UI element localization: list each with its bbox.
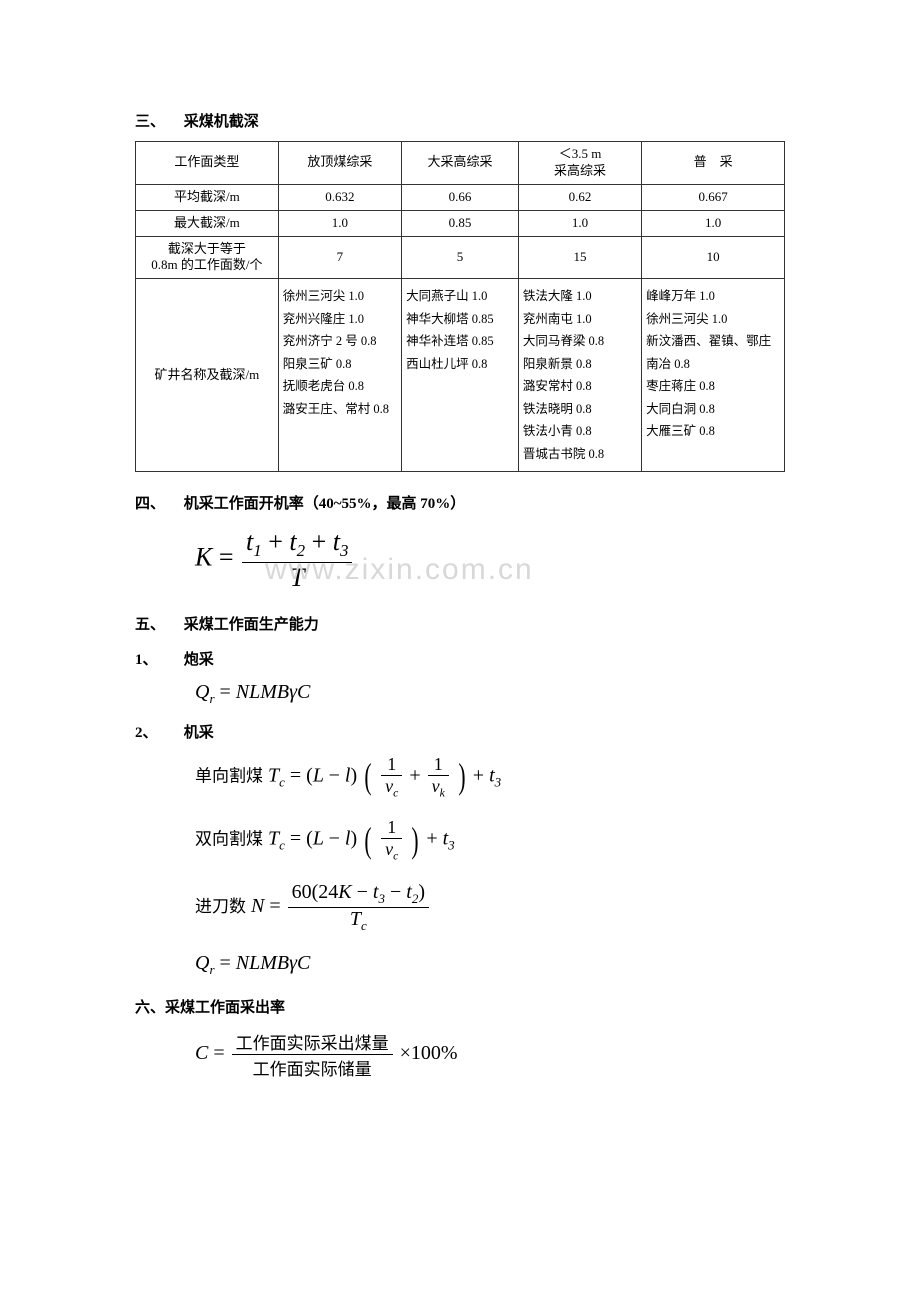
td: 0.632 xyxy=(278,184,401,210)
th: 放顶煤综采 xyxy=(278,142,401,185)
td: 15 xyxy=(518,236,641,279)
td: 0.62 xyxy=(518,184,641,210)
td: 铁法大隆 1.0 兖州南屯 1.0 大同马脊梁 0.8 阳泉新景 0.8 潞安常… xyxy=(518,279,641,472)
th: 工作面类型 xyxy=(136,142,279,185)
td: 大同燕子山 1.0 神华大柳塔 0.85 神华补连塔 0.85 西山杜儿坪 0.… xyxy=(402,279,519,472)
sub1-label: 炮采 xyxy=(184,652,214,668)
section-3-title: 三、 采煤机截深 xyxy=(135,110,785,131)
cutting-depth-table: 工作面类型 放顶煤综采 大采高综采 ＜3.5 m 采高综采 普 采 平均截深/m… xyxy=(135,141,785,472)
th: 大采高综采 xyxy=(402,142,519,185)
td: 7 xyxy=(278,236,401,279)
formula-qr-2: Qr = NLMBγC xyxy=(195,952,785,978)
table-header-row: 工作面类型 放顶煤综采 大采高综采 ＜3.5 m 采高综采 普 采 xyxy=(136,142,785,185)
td: 最大截深/m xyxy=(136,210,279,236)
formula-qr-1: Qr = NLMBγC xyxy=(195,681,785,707)
sub-2: 2、 机采 xyxy=(135,721,785,742)
td: 10 xyxy=(642,236,785,279)
sub2-label: 机采 xyxy=(184,725,214,741)
sec3-text: 采煤机截深 xyxy=(184,114,259,130)
th: 普 采 xyxy=(642,142,785,185)
table-row-mines: 矿井名称及截深/m 徐州三河尖 1.0 兖州兴隆庄 1.0 兖州济宁 2 号 0… xyxy=(136,279,785,472)
td: 0.66 xyxy=(402,184,519,210)
sec4-text: 机采工作面开机率（40~55%，最高 70%） xyxy=(184,496,466,512)
td: 5 xyxy=(402,236,519,279)
sub1-num: 1、 xyxy=(135,648,180,669)
section-5-title: 五、 采煤工作面生产能力 xyxy=(135,613,785,634)
sec4-num: 四、 xyxy=(135,492,180,513)
sec3-num: 三、 xyxy=(135,110,180,131)
sub-1: 1、 炮采 xyxy=(135,648,785,669)
td: 1.0 xyxy=(518,210,641,236)
table-row: 平均截深/m 0.632 0.66 0.62 0.667 xyxy=(136,184,785,210)
table-row: 最大截深/m 1.0 0.85 1.0 1.0 xyxy=(136,210,785,236)
td: 峰峰万年 1.0 徐州三河尖 1.0 新汶潘西、翟镇、鄂庄 南冶 0.8 枣庄蒋… xyxy=(642,279,785,472)
th: ＜3.5 m 采高综采 xyxy=(518,142,641,185)
sub2-num: 2、 xyxy=(135,721,180,742)
td: 0.667 xyxy=(642,184,785,210)
formula-K: K = t1 + t2 + t3 T www.zixin.com.cn xyxy=(195,527,785,592)
td: 1.0 xyxy=(278,210,401,236)
formula-N: 进刀数 N = 60(24K − t3 − t2) Tc xyxy=(195,881,785,934)
sec5-text: 采煤工作面生产能力 xyxy=(184,617,319,633)
td: 徐州三河尖 1.0 兖州兴隆庄 1.0 兖州济宁 2 号 0.8 阳泉三矿 0.… xyxy=(278,279,401,472)
td: 截深大于等于 0.8m 的工作面数/个 xyxy=(136,236,279,279)
formula-tc-double: 双向割煤 Tc = (L − l) ( 1vc ) + t3 xyxy=(195,817,785,863)
sec6-text: 六、采煤工作面采出率 xyxy=(135,1000,285,1016)
table-row: 截深大于等于 0.8m 的工作面数/个 7 5 15 10 xyxy=(136,236,785,279)
section-4-title: 四、 机采工作面开机率（40~55%，最高 70%） xyxy=(135,492,785,513)
td-mine-label: 矿井名称及截深/m xyxy=(136,279,279,472)
formula-C: C = 工作面实际采出煤量 工作面实际储量 ×100% xyxy=(195,1029,785,1080)
formula-tc-single: 单向割煤 Tc = (L − l) ( 1vc + 1vk ) + t3 双向割… xyxy=(195,754,785,978)
sec5-num: 五、 xyxy=(135,613,180,634)
td: 0.85 xyxy=(402,210,519,236)
section-6-title: 六、采煤工作面采出率 xyxy=(135,996,785,1017)
td: 平均截深/m xyxy=(136,184,279,210)
td: 1.0 xyxy=(642,210,785,236)
